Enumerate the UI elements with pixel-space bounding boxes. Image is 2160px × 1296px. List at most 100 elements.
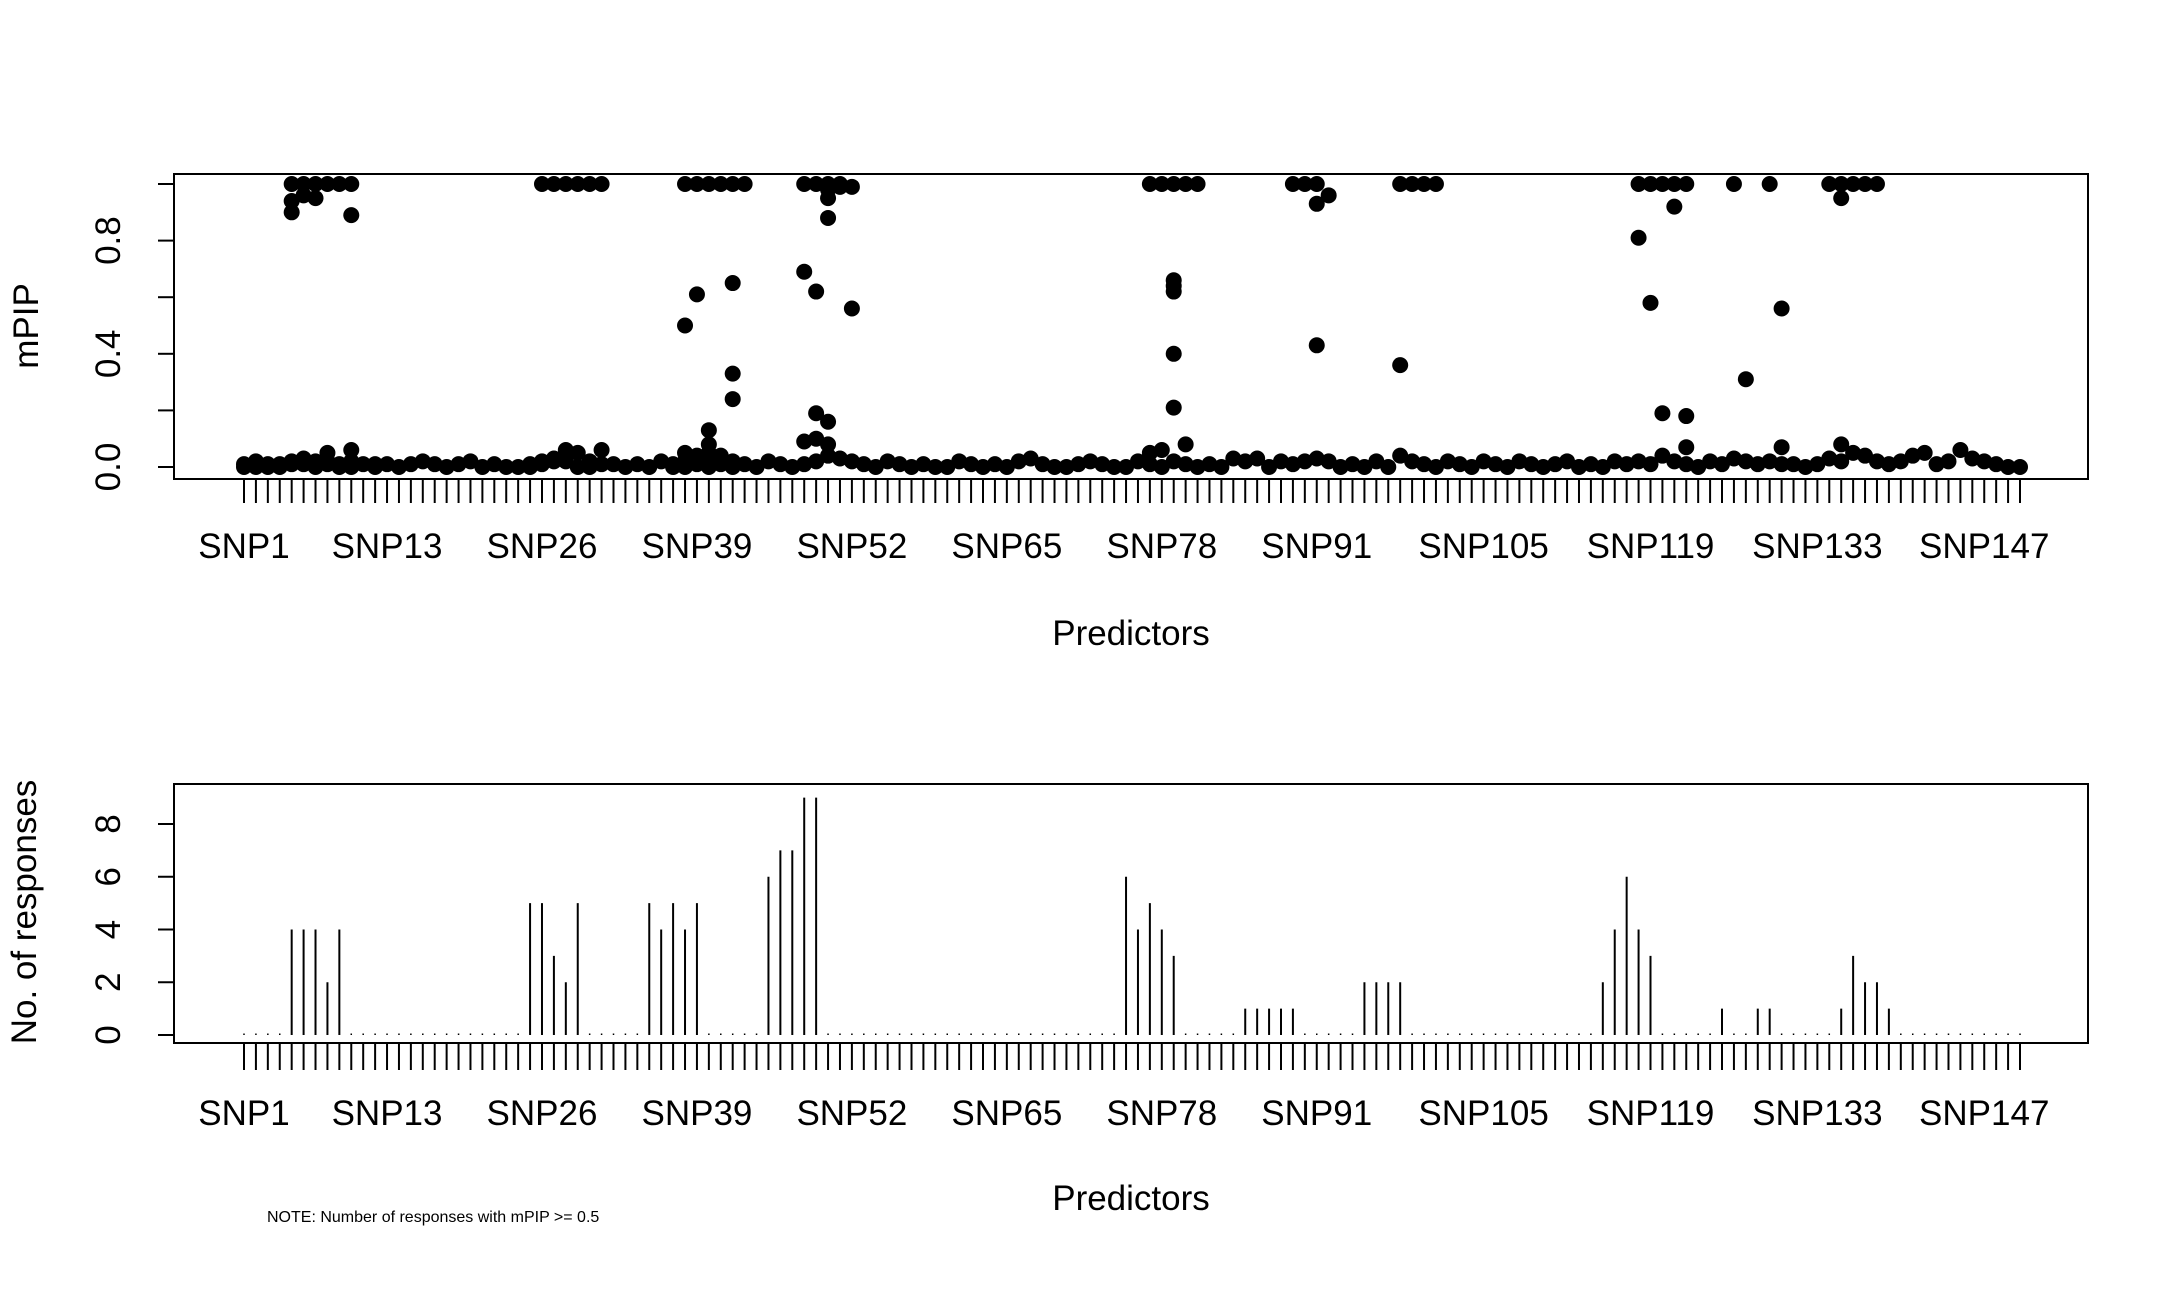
mpip-point — [1916, 444, 1933, 461]
mpip-point — [1141, 456, 1158, 473]
mpip-point — [808, 176, 825, 192]
mpip-point — [1451, 456, 1468, 473]
mpip-point — [1773, 300, 1790, 317]
mpip-point — [1368, 453, 1385, 470]
mpip-point — [1416, 456, 1433, 473]
mpip-point — [986, 456, 1003, 473]
count-x-tick-label: SNP52 — [796, 1094, 907, 1133]
mpip-point — [1857, 447, 1874, 464]
count-x-axis: SNP1 SNP13 SNP26 SNP39 SNP52 SNP65 SNP78 SNP91 S… — [198, 1043, 2049, 1133]
mpip-point — [1630, 453, 1647, 470]
mpip-point — [331, 459, 348, 475]
mpip-point — [271, 456, 288, 473]
mpip-point — [259, 456, 276, 473]
count-y-axis-title: No. of responses — [5, 780, 44, 1045]
count-x-tick-label: SNP39 — [641, 1094, 752, 1133]
mpip-point — [1022, 450, 1039, 467]
mpip-point — [1141, 444, 1158, 461]
mpip-point — [688, 176, 705, 192]
mpip-point — [1642, 456, 1659, 473]
mpip-point — [1165, 345, 1182, 362]
mpip-y-axis: 0.0 0.4 0.8 — [89, 183, 174, 491]
mpip-point — [593, 442, 610, 459]
mpip-point — [283, 204, 300, 221]
mpip-point — [1809, 456, 1826, 473]
mpip-point — [1547, 456, 1564, 473]
count-x-tick-label: SNP91 — [1261, 1094, 1372, 1133]
mpip-point — [1654, 405, 1671, 422]
mpip-point — [283, 176, 300, 192]
mpip-point — [1320, 187, 1337, 204]
mpip-point — [1678, 176, 1695, 192]
mpip-point — [796, 456, 813, 473]
mpip-point — [1404, 176, 1421, 192]
mpip-point — [569, 444, 586, 461]
mpip-point — [891, 456, 908, 473]
mpip-point — [1141, 176, 1158, 192]
mpip-point — [581, 176, 598, 192]
mpip-point — [796, 263, 813, 280]
mpip-point — [1725, 450, 1742, 467]
mpip-point — [1940, 453, 1957, 470]
count-x-tick-label: SNP26 — [487, 1094, 598, 1133]
mpip-point — [1427, 459, 1444, 475]
mpip-point — [569, 459, 586, 475]
mpip-point — [712, 456, 729, 473]
mpip-point — [295, 187, 312, 204]
mpip-point — [808, 405, 825, 422]
mpip-point — [557, 442, 574, 459]
mpip-point — [1284, 456, 1301, 473]
count-x-axis-title: Predictors — [1052, 1179, 1210, 1218]
mpip-point — [820, 447, 837, 464]
mpip-point — [557, 176, 574, 192]
mpip-x-tick-label: SNP78 — [1106, 527, 1217, 566]
mpip-point — [1725, 176, 1742, 192]
mpip-point — [1070, 456, 1087, 473]
mpip-point — [939, 459, 956, 475]
mpip-point — [760, 453, 777, 470]
mpip-point — [557, 453, 574, 470]
mpip-point — [295, 176, 312, 192]
mpip-point — [677, 317, 694, 334]
mpip-point — [879, 453, 896, 470]
mpip-point — [1284, 176, 1301, 192]
mpip-point — [1034, 456, 1051, 473]
mpip-x-tick-label: SNP91 — [1261, 527, 1372, 566]
count-x-tick-label: SNP147 — [1919, 1094, 2049, 1133]
mpip-point — [307, 459, 324, 475]
mpip-point — [1880, 456, 1897, 473]
mpip-point — [319, 456, 336, 473]
mpip-point — [831, 178, 848, 195]
mpip-panel: 0.00.40.8 SNP1 SNP13 SNP26 SNP39 SNP52 SNP65 S… — [7, 173, 2089, 653]
mpip-point — [855, 456, 872, 473]
mpip-x-tick-label: SNP133 — [1752, 527, 1882, 566]
mpip-point — [390, 459, 407, 475]
mpip-point — [1165, 399, 1182, 416]
mpip-point — [1380, 459, 1397, 475]
mpip-point — [1082, 453, 1099, 470]
mpip-point — [1761, 453, 1778, 470]
mpip-point — [1702, 453, 1719, 470]
mpip-point — [1618, 456, 1635, 473]
mpip-point — [1177, 176, 1194, 192]
mpip-point — [1928, 456, 1945, 473]
mpip-point — [1666, 453, 1683, 470]
mpip-point — [343, 459, 360, 475]
count-y-tick-label: 0 — [89, 1025, 128, 1044]
mpip-point — [1463, 459, 1480, 475]
mpip-point — [486, 456, 503, 473]
mpip-point — [414, 453, 431, 470]
mpip-point — [1714, 456, 1731, 473]
mpip-point — [1523, 456, 1540, 473]
mpip-point — [1833, 176, 1850, 192]
mpip-point — [1845, 444, 1862, 461]
mpip-point — [1249, 450, 1266, 467]
mpip-point — [355, 456, 372, 473]
mpip-point — [569, 176, 586, 192]
mpip-point — [522, 456, 539, 473]
mpip-point — [867, 459, 884, 475]
count-x-tick-label: SNP119 — [1587, 1094, 1715, 1133]
mpip-point — [736, 456, 753, 473]
mpip-point — [331, 176, 348, 192]
mpip-point — [1654, 447, 1671, 464]
